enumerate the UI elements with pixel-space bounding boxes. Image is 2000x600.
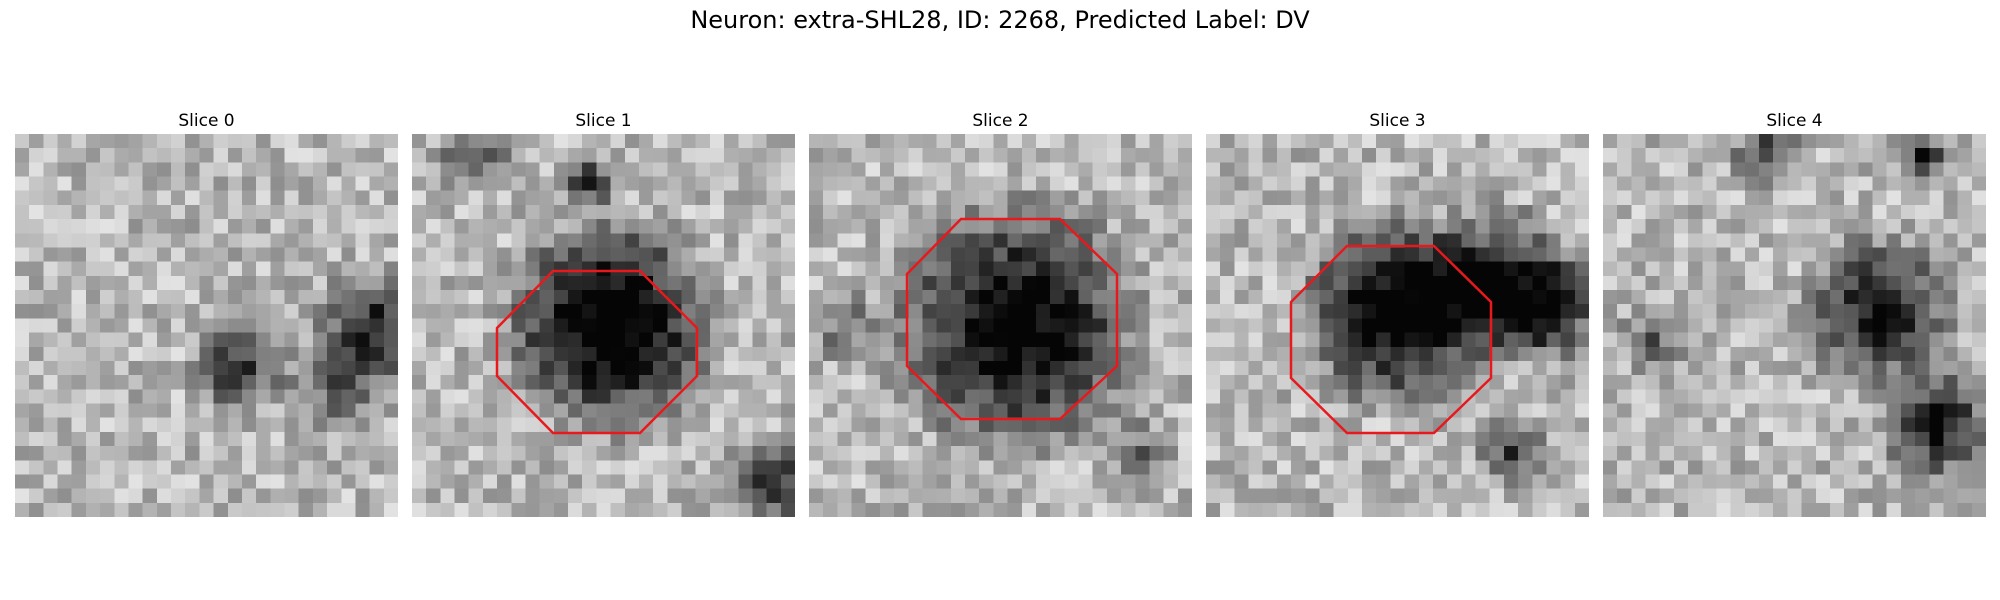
slice-panel-1: Slice 1	[412, 108, 795, 517]
slice-title: Slice 2	[972, 111, 1029, 131]
slice-pixels	[412, 134, 795, 517]
slice-pixels	[1603, 134, 1986, 517]
figure-title: Neuron: extra-SHL28, ID: 2268, Predicted…	[690, 6, 1310, 34]
slice-image	[15, 134, 398, 517]
slice-panel-4: Slice 4	[1603, 108, 1986, 517]
roi-octagon	[495, 269, 699, 435]
roi-outline	[1289, 244, 1493, 435]
slice-panel-2: Slice 2	[809, 108, 1192, 517]
slice-title: Slice 4	[1766, 111, 1823, 131]
slice-image	[412, 134, 795, 517]
slice-pixels	[809, 134, 1192, 517]
roi-outline	[905, 217, 1119, 421]
slice-panel-0: Slice 0	[15, 108, 398, 517]
slice-panel-3: Slice 3	[1206, 108, 1589, 517]
roi-outline	[495, 269, 699, 435]
slice-image	[809, 134, 1192, 517]
slice-pixels	[15, 134, 398, 517]
slice-title: Slice 1	[575, 111, 632, 131]
slice-image	[1206, 134, 1589, 517]
slice-title: Slice 0	[178, 111, 235, 131]
slice-image	[1603, 134, 1986, 517]
slice-pixels	[1206, 134, 1589, 517]
roi-octagon	[1289, 244, 1493, 435]
roi-octagon	[905, 217, 1119, 421]
slice-title: Slice 3	[1369, 111, 1426, 131]
